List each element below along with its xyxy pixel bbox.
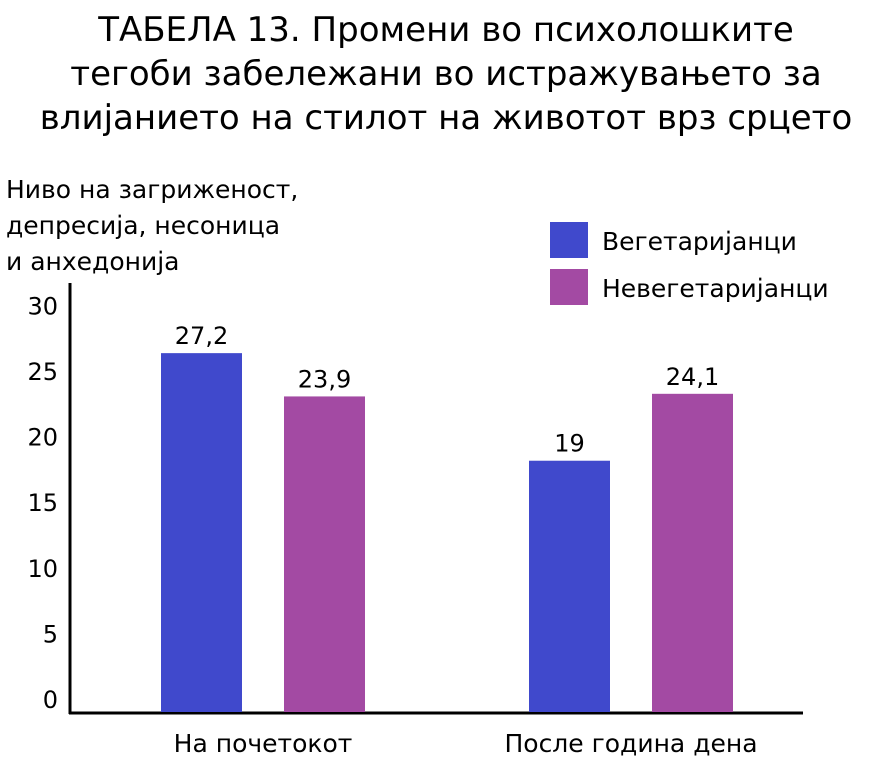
y-axis-label-line-3: и анхедонија	[6, 247, 180, 276]
bar-value-label: 27,2	[175, 322, 228, 350]
y-axis-label-line-2: депресија, несоница	[6, 211, 281, 240]
y-tick-label: 25	[27, 358, 58, 386]
legend-label: Вегетаријанци	[602, 227, 797, 256]
y-tick-label: 30	[27, 292, 58, 320]
chart-title: ТАБЕЛА 13. Промени во психолошките тегоб…	[0, 8, 892, 140]
bar-value-label: 19	[554, 430, 585, 458]
y-axis-label: Ниво на загриженост, депресија, несоница…	[6, 172, 298, 280]
y-tick-label: 15	[27, 489, 58, 517]
x-category-label: После година дена	[504, 729, 757, 758]
legend-label: Невегетаријанци	[602, 274, 829, 303]
bar	[652, 393, 733, 712]
y-tick-label: 10	[27, 555, 58, 583]
y-tick-label: 0	[43, 686, 58, 714]
legend-swatch	[550, 269, 588, 305]
x-category-label: На почетокот	[174, 729, 353, 758]
bar-value-label: 23,9	[298, 365, 351, 393]
chart-title-line-1: ТАБЕЛА 13. Промени во психолошките	[98, 10, 794, 50]
y-tick-label: 5	[43, 620, 58, 648]
y-tick-label: 20	[27, 424, 58, 452]
bar	[529, 460, 610, 712]
y-axis-label-line-1: Ниво на загриженост,	[6, 175, 299, 204]
bar	[284, 396, 365, 712]
bar	[161, 353, 242, 712]
chart-title-line-3: влијанието на стилот на животот врз срце…	[39, 98, 853, 138]
bar-value-label: 24,1	[666, 363, 719, 391]
chart-title-line-2: тегоби забележани во истражувањето за	[70, 54, 822, 94]
legend-swatch	[550, 222, 588, 258]
